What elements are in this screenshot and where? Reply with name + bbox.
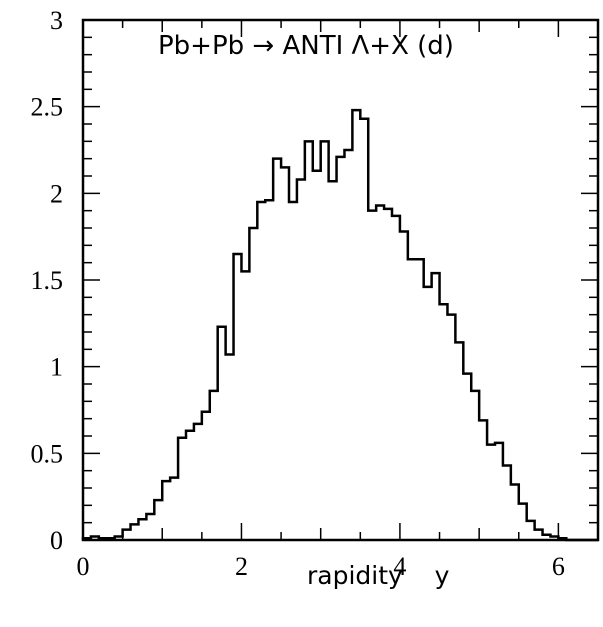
y-tick-label: 2.5 [31,93,64,122]
y-tick-label: 1 [50,353,63,382]
chart-title: Pb+Pb → ANTI Λ+X (d) [158,31,454,61]
plot-frame [81,18,600,542]
x-tick-label: 0 [77,552,90,581]
x-tick-labels: 0 2 4 6 [77,552,565,581]
y-tick-label: 3 [50,6,63,35]
y-tick-labels: 0 0.5 1 1.5 2 2.5 3 [31,6,64,555]
x-tick-label: 4 [393,552,406,581]
y-tick-label: 0.5 [31,439,64,468]
histogram-step-line [81,108,598,542]
x-axis-title: rapidity y [307,561,450,590]
y-tick-label: 2 [50,179,63,208]
y-tick-label: 0 [50,526,63,555]
axis-ticks [82,19,599,541]
y-tick-label: 1.5 [31,266,64,295]
x-tick-label: 6 [552,552,565,581]
x-tick-label: 2 [235,552,248,581]
